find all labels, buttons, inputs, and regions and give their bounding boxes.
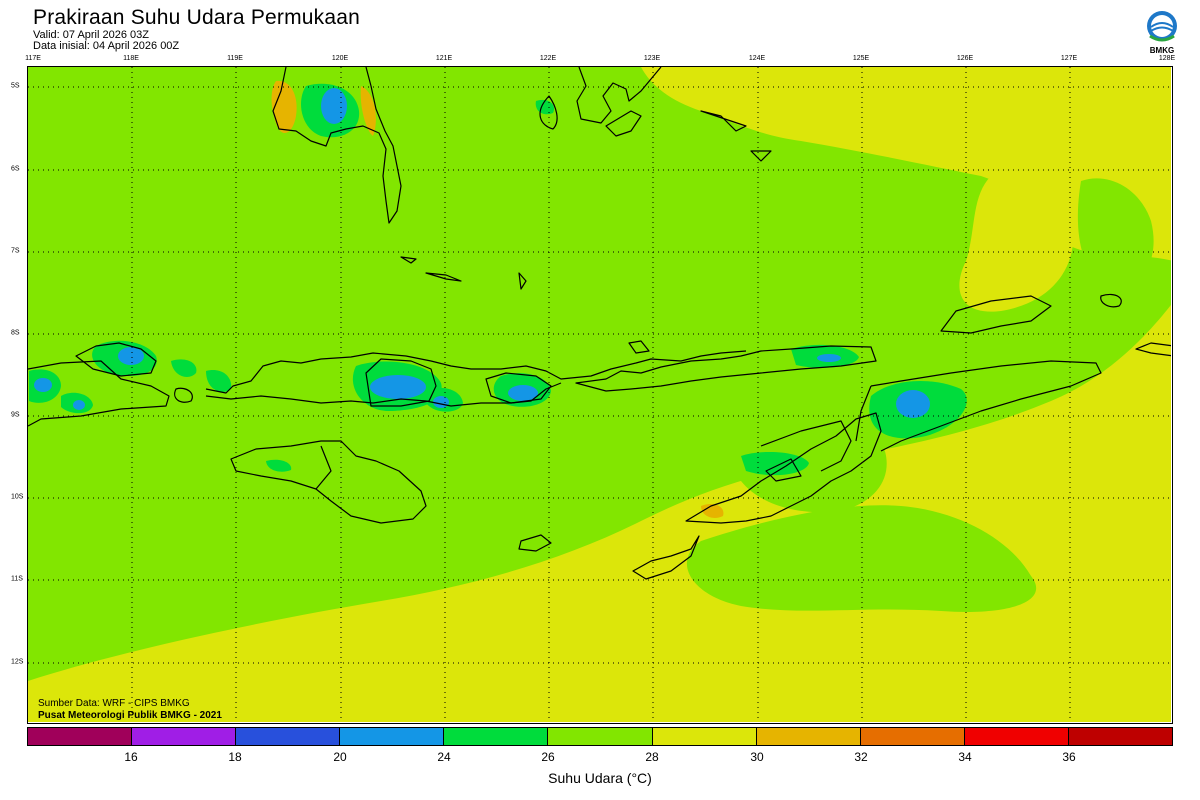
field-20-24 bbox=[817, 354, 841, 362]
graticule bbox=[28, 67, 1171, 722]
colorbar-tick: 16 bbox=[124, 750, 138, 764]
lon-label: 127E bbox=[1060, 55, 1078, 62]
field-26-28 bbox=[686, 505, 1037, 612]
colorbar-segment bbox=[444, 728, 549, 745]
data-source: Sumber Data: WRF - CIPS BMKG bbox=[38, 698, 190, 709]
colorbar-tick: 24 bbox=[437, 750, 451, 764]
lon-label: 126E bbox=[956, 55, 974, 62]
organization: Pusat Meteorologi Publik BMKG - 2021 bbox=[38, 710, 222, 721]
field-28-30 bbox=[28, 304, 1171, 722]
lon-label: 117E bbox=[25, 55, 41, 62]
colorbar-segment bbox=[340, 728, 445, 745]
colorbar-tick: 36 bbox=[1062, 750, 1076, 764]
colorbar-label: Suhu Udara (°C) bbox=[548, 770, 652, 786]
bmkg-logo-icon bbox=[1147, 11, 1177, 42]
lat-label: 11S bbox=[11, 575, 23, 583]
field-28-30 bbox=[959, 175, 1074, 312]
colorbar-segment bbox=[860, 728, 965, 745]
field-30-32 bbox=[701, 504, 724, 518]
lon-label: 119E bbox=[227, 55, 243, 62]
coastlines bbox=[28, 67, 1171, 580]
lon-label: 125E bbox=[852, 55, 870, 62]
field-20-24 bbox=[508, 385, 538, 401]
colorbar-segment bbox=[964, 728, 1069, 745]
field-20-24 bbox=[433, 396, 449, 408]
field-20-24 bbox=[321, 88, 347, 124]
colorbar-segment bbox=[132, 728, 237, 745]
credits: Sumber Data: WRF - CIPS BMKG Pusat Meteo… bbox=[38, 698, 222, 722]
colorbar bbox=[27, 727, 1173, 746]
colorbar-segment bbox=[548, 728, 653, 745]
lat-label: 6S bbox=[11, 165, 20, 173]
map-title: Prakiraan Suhu Udara Permukaan bbox=[33, 6, 361, 29]
valid-time: Valid: 07 April 2026 03Z bbox=[33, 29, 149, 41]
field-20-24 bbox=[118, 347, 144, 365]
field-30-32 bbox=[271, 80, 297, 134]
field-24-26 bbox=[171, 359, 197, 377]
field-20-24 bbox=[34, 378, 52, 392]
field-20-24 bbox=[896, 390, 930, 418]
lon-label: 123E bbox=[643, 55, 661, 62]
lat-label: 10S bbox=[11, 493, 24, 501]
lon-label: 122E bbox=[539, 55, 557, 62]
colorbar-segment bbox=[756, 728, 861, 745]
lat-label: 5S bbox=[11, 82, 20, 90]
field-20-24 bbox=[370, 375, 426, 399]
field-26-28 bbox=[741, 424, 887, 513]
header: Prakiraan Suhu Udara Permukaan Valid: 07… bbox=[33, 6, 360, 52]
colorbar-tick: 32 bbox=[854, 750, 868, 764]
lon-label: 118E bbox=[123, 55, 139, 62]
lon-label: 128E bbox=[1158, 55, 1176, 62]
lat-label: 9S bbox=[11, 411, 20, 419]
field-20-24 bbox=[73, 400, 85, 410]
field-24-26 bbox=[266, 459, 292, 472]
map-canvas bbox=[28, 67, 1171, 722]
lat-label: 12S bbox=[11, 658, 24, 666]
field-30-32 bbox=[360, 86, 376, 136]
field-28-30 bbox=[641, 67, 1171, 261]
init-time: Data inisial: 04 April 2026 00Z bbox=[33, 40, 180, 52]
colorbar-tick: 18 bbox=[228, 750, 242, 764]
field-24-26 bbox=[206, 370, 232, 392]
lon-label: 121E bbox=[435, 55, 453, 62]
colorbar-tick: 28 bbox=[645, 750, 659, 764]
lon-label: 124E bbox=[748, 55, 766, 62]
colorbar-tick: 26 bbox=[541, 750, 555, 764]
colorbar-tick: 34 bbox=[958, 750, 972, 764]
colorbar-segment bbox=[1068, 728, 1173, 745]
colorbar-tick: 20 bbox=[333, 750, 347, 764]
logo-text: BMKG bbox=[1149, 46, 1175, 55]
colorbar-tick: 30 bbox=[750, 750, 764, 764]
colorbar-segment bbox=[236, 728, 341, 745]
lat-label: 8S bbox=[11, 329, 20, 337]
temperature-map[interactable] bbox=[27, 66, 1173, 724]
colorbar-segment bbox=[28, 728, 133, 745]
lat-label: 7S bbox=[11, 247, 20, 255]
field-26-28 bbox=[1077, 178, 1154, 287]
lon-label: 120E bbox=[331, 55, 349, 62]
colorbar-segment bbox=[652, 728, 757, 745]
